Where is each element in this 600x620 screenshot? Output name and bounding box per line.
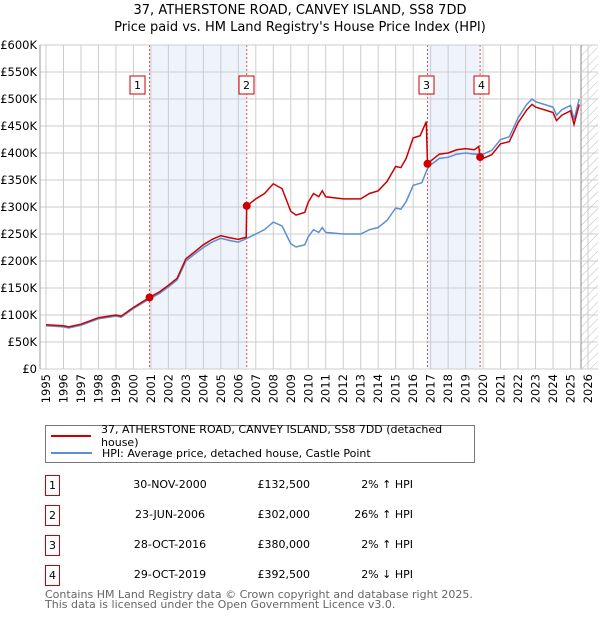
x-tick-label: 2006 [231, 374, 245, 403]
transaction-row: 1 30-NOV-2000 £132,500 2% ↑ HPI [45, 475, 545, 496]
y-tick-label: £500K [0, 92, 37, 106]
x-tick-label: 2023 [529, 374, 543, 403]
transaction-number: 4 [45, 565, 60, 586]
x-tick-label: 2024 [546, 374, 560, 403]
y-tick-label: £450K [0, 119, 37, 133]
x-tick-label: 2008 [266, 374, 280, 403]
transaction-number: 1 [45, 475, 60, 496]
x-tick-label: 1995 [39, 374, 53, 403]
x-tick-label: 1996 [56, 374, 70, 403]
y-tick-label: £400K [0, 146, 37, 160]
y-tick-label: £150K [0, 281, 37, 295]
sale-label-number: 1 [134, 79, 141, 92]
x-tick-label: 2025 [564, 374, 578, 403]
y-tick-label: £200K [0, 254, 37, 268]
sale-label-box [473, 75, 490, 95]
x-tick-label: 2019 [459, 374, 473, 403]
legend-label: 37, ATHERSTONE ROAD, CANVEY ISLAND, SS8 … [101, 423, 443, 449]
x-tick-label: 2011 [319, 374, 333, 403]
x-tick-label: 2009 [284, 374, 298, 403]
y-tick-label: £550K [0, 65, 37, 79]
sale-label-number: 2 [243, 79, 250, 92]
transaction-number: 3 [45, 535, 60, 556]
sale-label-box [418, 75, 435, 95]
y-tick-label: £300K [0, 200, 37, 214]
x-tick-label: 2010 [301, 374, 315, 403]
legend-swatch-blue [51, 452, 92, 454]
x-tick-label: 2020 [476, 374, 490, 403]
x-tick-label: 2000 [126, 374, 140, 403]
footer-licence: This data is licensed under the Open Gov… [45, 598, 396, 611]
x-tick-label: 2016 [406, 374, 420, 403]
x-tick-label: 2004 [196, 374, 210, 403]
sale-label-box [238, 75, 255, 95]
x-tick-label: 2017 [424, 374, 438, 403]
y-tick-label: £600K [0, 38, 37, 52]
transaction-row: 3 28-OCT-2016 £380,000 2% ↑ HPI [45, 535, 545, 556]
transaction-price: £132,500 [257, 478, 311, 491]
transaction-date: 29-OCT-2019 [133, 568, 207, 581]
transaction-hpi-diff: 2% ↓ HPI [361, 568, 413, 581]
y-tick-label: £100K [0, 308, 37, 322]
chart-legend: 37, ATHERSTONE ROAD, CANVEY ISLAND, SS8 … [45, 423, 475, 463]
legend-item-hpi: HPI: Average price, detached house, Cast… [51, 445, 371, 461]
transaction-price: £392,500 [257, 568, 311, 581]
x-tick-label: 2003 [179, 374, 193, 403]
transaction-number: 2 [45, 505, 60, 526]
footer-copyright: Contains HM Land Registry data © Crown c… [45, 588, 473, 601]
x-tick-label: 2018 [441, 374, 455, 403]
transaction-hpi-diff: 26% ↑ HPI [354, 508, 413, 521]
sale-point-marker [242, 201, 251, 210]
transaction-hpi-diff: 2% ↑ HPI [361, 538, 413, 551]
x-tick-label: 2026 [581, 374, 595, 403]
sale-label-number: 3 [423, 79, 430, 92]
x-tick-label: 2007 [249, 374, 263, 403]
chart-title: 37, ATHERSTONE ROAD, CANVEY ISLAND, SS8 … [133, 3, 467, 18]
y-tick-label: £250K [0, 227, 37, 241]
legend-swatch-red [51, 435, 92, 437]
y-tick-label: £0 [22, 362, 37, 376]
x-tick-label: 2001 [144, 374, 158, 403]
x-tick-label: 1997 [74, 374, 88, 403]
x-tick-label: 2005 [214, 374, 228, 403]
transaction-hpi-diff: 2% ↑ HPI [361, 478, 413, 491]
x-tick-label: 2012 [336, 374, 350, 403]
transaction-row: 4 29-OCT-2019 £392,500 2% ↓ HPI [45, 565, 545, 586]
x-tick-label: 2015 [389, 374, 403, 403]
legend-label: HPI: Average price, detached house, Cast… [102, 446, 371, 460]
x-tick-label: 2002 [161, 374, 175, 403]
sale-point-marker [423, 159, 432, 168]
x-tick-label: 2021 [494, 374, 508, 403]
property-series-line [45, 103, 580, 328]
y-tick-label: £50K [8, 335, 38, 349]
legend-item-property: 37, ATHERSTONE ROAD, CANVEY ISLAND, SS8 … [51, 423, 474, 449]
x-tick-label: 1998 [91, 374, 105, 403]
x-tick-label: 2014 [371, 374, 385, 403]
sale-point-marker [476, 153, 485, 162]
y-tick-label: £350K [0, 173, 37, 187]
transaction-date: 28-OCT-2016 [133, 538, 207, 551]
transaction-price: £380,000 [257, 538, 311, 551]
sale-point-marker [145, 293, 154, 302]
transaction-date: 23-JUN-2006 [134, 508, 206, 521]
sale-label-box [129, 75, 146, 95]
sale-label-number: 4 [478, 79, 485, 92]
chart-subtitle: Price paid vs. HM Land Registry's House … [114, 20, 486, 35]
x-tick-label: 1999 [109, 374, 123, 403]
transaction-date: 30-NOV-2000 [133, 478, 207, 491]
x-tick-label: 2013 [354, 374, 368, 403]
x-tick-label: 2022 [511, 374, 525, 403]
price-chart: 1995 1996 1997 1998 1999 2000 2001 2002 2003 2004… [0, 38, 598, 403]
hpi-series-line [45, 97, 580, 329]
transaction-row: 2 23-JUN-2006 £302,000 26% ↑ HPI [45, 505, 545, 526]
transaction-price: £302,000 [257, 508, 311, 521]
